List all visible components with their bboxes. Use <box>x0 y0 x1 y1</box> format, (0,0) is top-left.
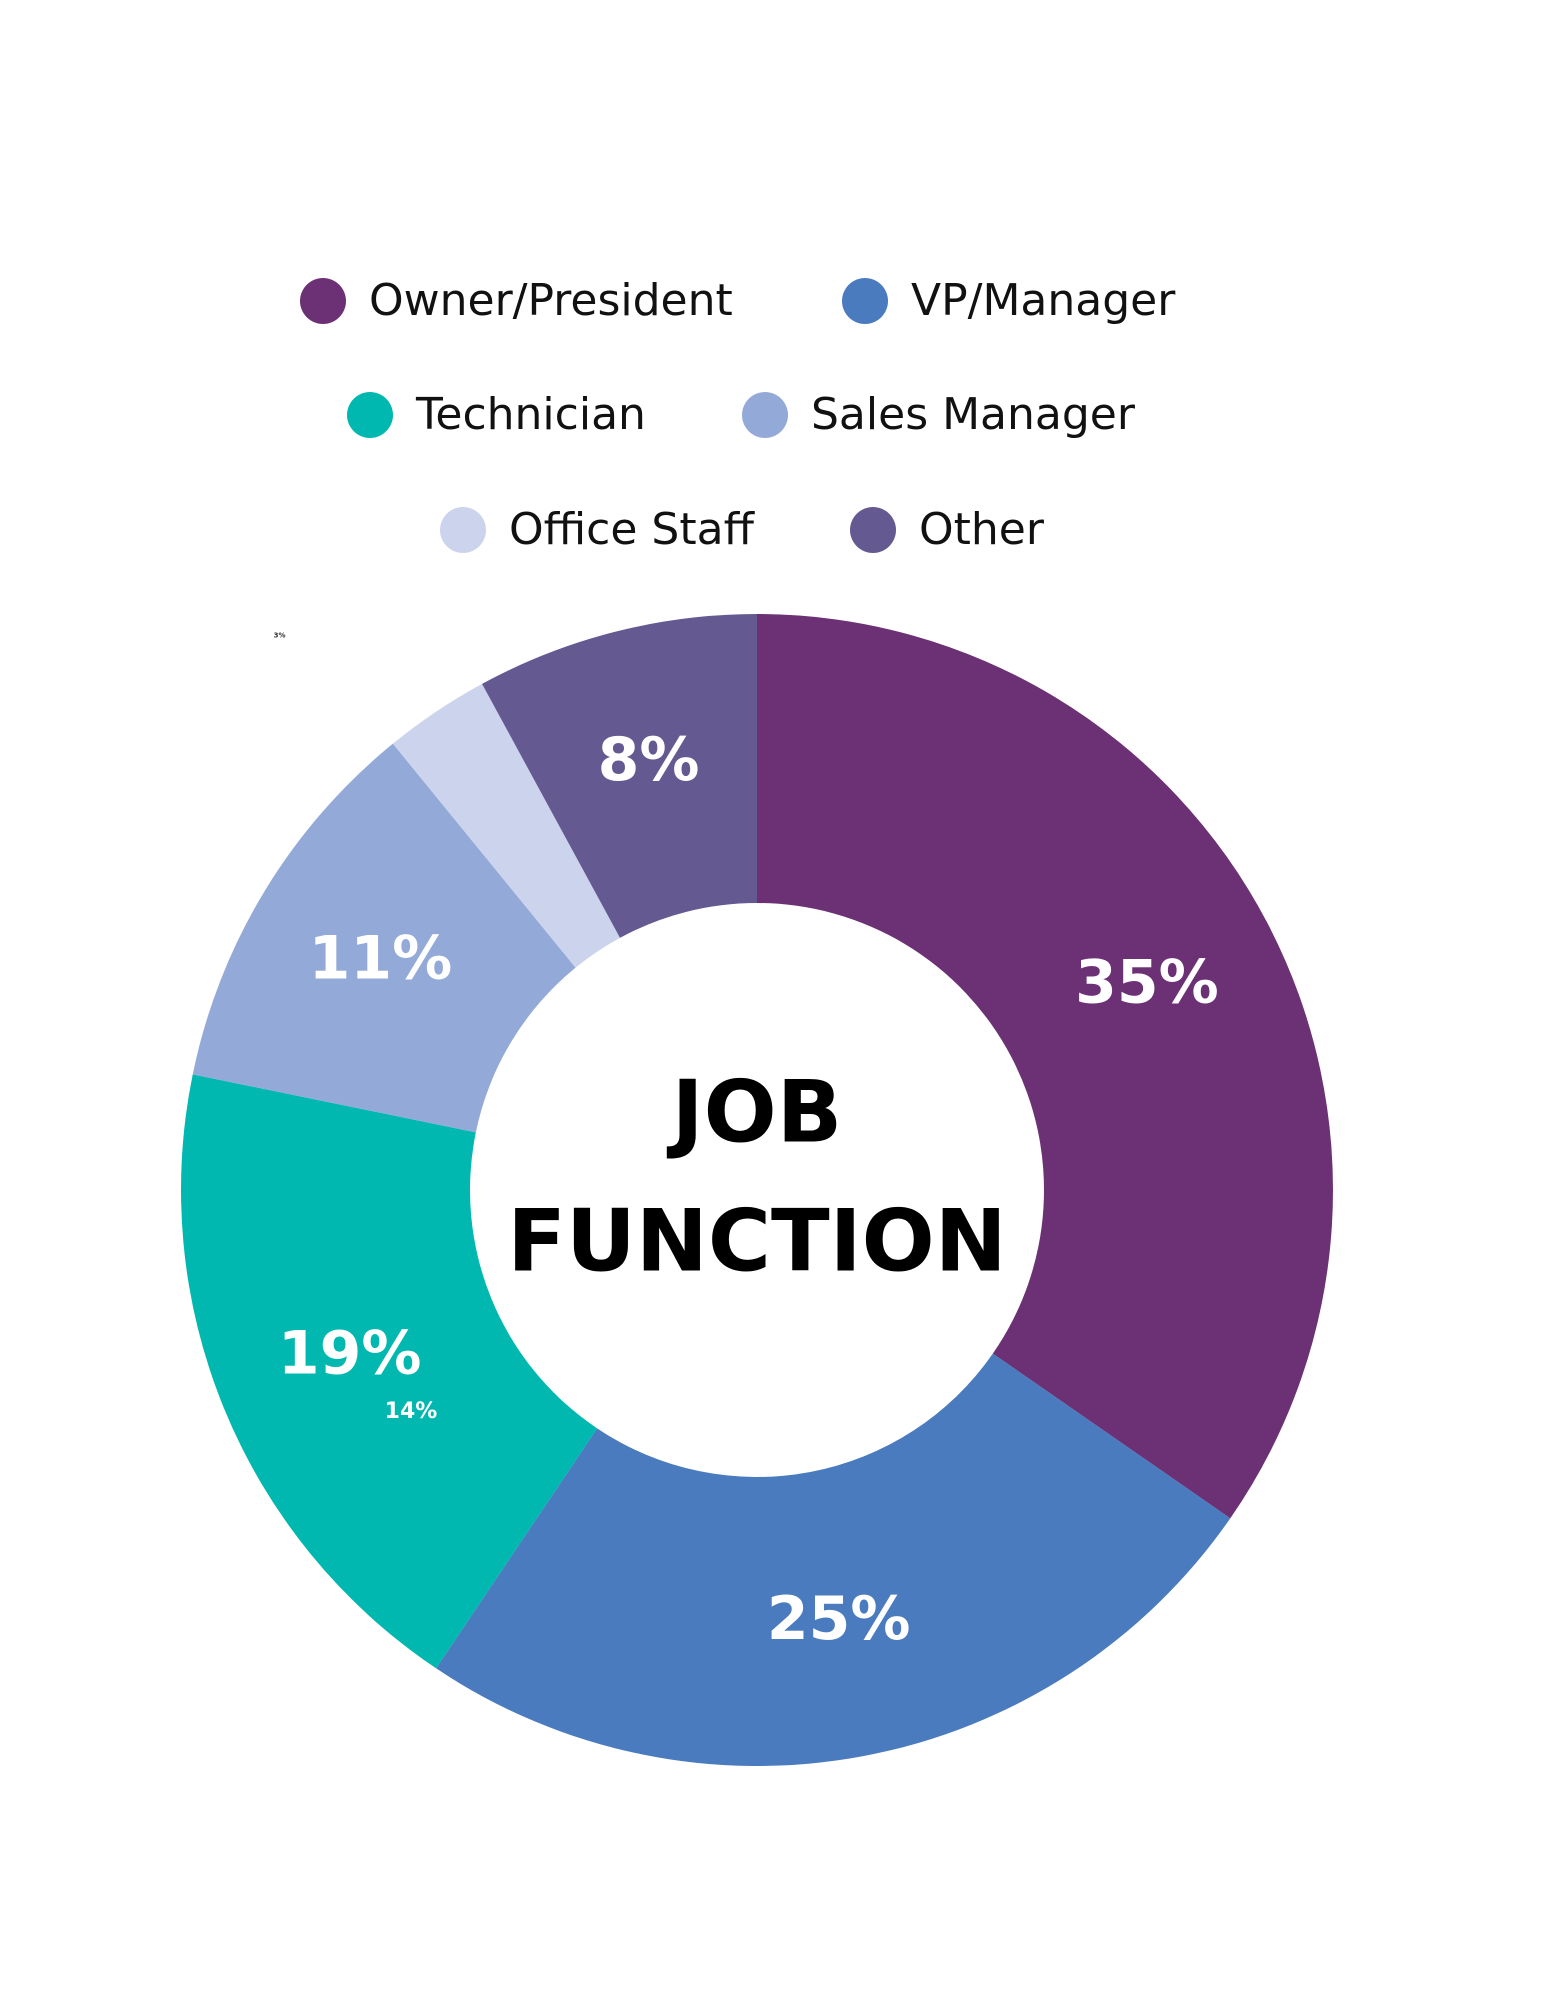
legend-label: Sales Manager <box>811 389 1136 440</box>
chart-title: JOB <box>667 1062 843 1162</box>
donut-slice <box>482 614 757 938</box>
donut-slice <box>192 743 576 1133</box>
donut-slice <box>392 683 620 968</box>
donut-slice <box>180 1074 598 1669</box>
legend-label: Office Staff <box>509 504 756 555</box>
chart-title: FUNCTION <box>507 1191 1006 1291</box>
legend-label: Technician <box>415 389 646 440</box>
donut-slice <box>436 1353 1231 1766</box>
legend-label: VP/Manager <box>911 275 1176 326</box>
value-label: 19% <box>278 1318 422 1388</box>
annotation: 14% <box>385 1399 438 1424</box>
legend-swatch <box>842 278 888 324</box>
legend-swatch <box>440 507 486 553</box>
legend-swatch <box>850 507 896 553</box>
legend-label: Other <box>919 504 1045 555</box>
donut-hole <box>471 904 1043 1476</box>
value-label: 3% <box>274 632 286 640</box>
value-label: 25% <box>767 1584 911 1654</box>
value-label: 35% <box>1075 948 1219 1018</box>
value-label: 11% <box>309 924 453 994</box>
donut-slice <box>757 614 1333 1519</box>
legend-swatch <box>347 392 393 438</box>
legend-label: Owner/President <box>369 275 733 326</box>
legend-swatch <box>300 278 346 324</box>
value-label: 8% <box>598 725 700 795</box>
legend-swatch <box>742 392 788 438</box>
